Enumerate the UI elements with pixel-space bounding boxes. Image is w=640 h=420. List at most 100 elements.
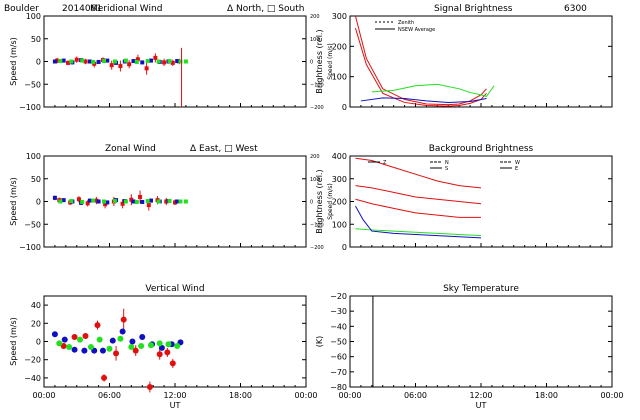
meridional-right-tick-label: 100 — [310, 37, 320, 43]
meridional-title: Meridional Wind — [90, 4, 162, 14]
vertical-point-red — [101, 374, 108, 381]
background-ytick-label: 100 — [332, 220, 347, 229]
sky-xtick-label: 00:00 — [600, 391, 623, 400]
meridional-point-red — [66, 60, 71, 65]
vertical-point-blue — [61, 336, 68, 343]
zonal-title: Zonal Wind — [105, 144, 156, 154]
vertical-point-green — [165, 341, 172, 348]
vertical-ytick-label: 0 — [36, 338, 41, 347]
zonal-point-green — [112, 199, 117, 204]
signal-ytick-label: 100 — [332, 73, 347, 82]
vertical-title: Vertical Wind — [145, 284, 204, 294]
meridional-point-blue — [52, 59, 57, 64]
zonal-point-blue — [148, 198, 153, 203]
vertical-xtick-label: 00:00 — [32, 391, 55, 400]
meridional-point-blue — [148, 58, 153, 63]
zonal-ytick-label: 0 — [36, 198, 41, 207]
background-ytick-label: 400 — [332, 152, 347, 161]
meridional-point-red — [109, 63, 114, 68]
signal-legend-item: Zenith — [398, 20, 414, 26]
meridional-point-red — [162, 60, 167, 65]
zonal-point-red — [146, 203, 151, 208]
meridional-point-green — [145, 59, 150, 64]
vertical-point-green — [66, 343, 73, 350]
meridional-point-green — [102, 59, 107, 64]
background-panel — [349, 155, 613, 248]
signal-title: Signal Brightness — [434, 4, 513, 14]
vertical-point-green — [106, 345, 113, 352]
zonal-ytick-label: 50 — [31, 175, 41, 184]
sky-ylabel: (K) — [315, 336, 324, 348]
zonal-point-blue — [52, 195, 57, 200]
meridional-right-tick-label: 200 — [310, 14, 320, 20]
zonal-point-blue — [175, 199, 180, 204]
vertical-xtick-label: 12:00 — [163, 391, 186, 400]
sky-xtick-label: 00:00 — [338, 391, 361, 400]
sky-ytick-label: −20 — [330, 292, 347, 301]
sky-ytick-label: −40 — [330, 322, 347, 331]
zonal-point-red — [103, 202, 108, 207]
zonal-legend: Δ East, □ West — [190, 144, 258, 154]
zonal-point-blue — [131, 199, 136, 204]
zonal-point-green — [178, 199, 183, 204]
zonal-point-blue — [61, 198, 66, 203]
background-title: Background Brightness — [429, 144, 534, 154]
vertical-frame — [43, 295, 307, 388]
vertical-point-green — [147, 342, 154, 349]
background-line-red-2 — [355, 185, 482, 205]
meridional-ytick-label: −50 — [24, 80, 41, 89]
zonal-point-red — [85, 201, 90, 206]
vertical-point-red — [164, 349, 171, 356]
zonal-ytick-label: 100 — [26, 152, 41, 161]
zonal-point-red — [164, 199, 169, 204]
meridional-point-red — [170, 60, 175, 65]
vertical-point-red — [146, 384, 153, 390]
signal-line-red-2 — [354, 27, 487, 107]
background-legend-item: W — [515, 160, 520, 166]
meridional-point-red — [118, 64, 123, 69]
vertical-point-red — [120, 316, 127, 323]
signal-frame — [349, 15, 613, 108]
zonal-point-blue — [87, 198, 92, 203]
meridional-right-tick-label: −100 — [310, 82, 324, 88]
signal-ytick-label: 0 — [342, 103, 347, 112]
meridional-point-blue — [131, 59, 136, 64]
vertical-point-green — [128, 343, 135, 350]
signal-line-green-1 — [371, 83, 495, 97]
background-legend-item: S — [445, 166, 448, 172]
signal-ylabel: Brightness (rel.) — [315, 29, 324, 93]
vertical-point-green — [138, 343, 145, 350]
meridional-point-blue — [96, 59, 101, 64]
zonal-point-blue — [96, 199, 101, 204]
vertical-point-green — [87, 343, 94, 350]
vertical-point-red — [71, 333, 78, 340]
meridional-ytick-label: −100 — [19, 103, 41, 112]
vertical-point-red — [113, 350, 120, 357]
vertical-point-green — [56, 340, 63, 347]
vertical-ytick-label: −40 — [24, 374, 41, 383]
background-line-red-3 — [355, 198, 481, 218]
vertical-point-red — [60, 343, 67, 350]
vertical-point-blue — [99, 347, 106, 354]
zonal-right-tick-label: −200 — [310, 245, 324, 251]
sky-xtick-label: 18:00 — [535, 391, 558, 400]
vertical-point-red — [82, 333, 89, 340]
zonal-point-green — [123, 199, 128, 204]
sky-panel — [349, 295, 613, 388]
meridional-point-red — [144, 66, 149, 71]
meridional-point-red — [74, 57, 79, 62]
zonal-point-green — [167, 199, 172, 204]
zonal-right-tick-label: 200 — [310, 154, 320, 160]
vertical-xtick-label: 00:00 — [294, 391, 317, 400]
zonal-point-red — [129, 197, 134, 202]
background-legend-item: Z — [383, 160, 387, 166]
zonal-point-green — [80, 199, 85, 204]
meridional-legend: Δ North, □ South — [227, 4, 304, 14]
sky-ytick-label: −70 — [330, 368, 347, 377]
meridional-point-green — [80, 58, 85, 63]
background-ytick-label: 300 — [332, 175, 347, 184]
vertical-point-red — [94, 322, 101, 329]
sky-frame — [349, 295, 613, 388]
vertical-point-green — [117, 335, 124, 342]
